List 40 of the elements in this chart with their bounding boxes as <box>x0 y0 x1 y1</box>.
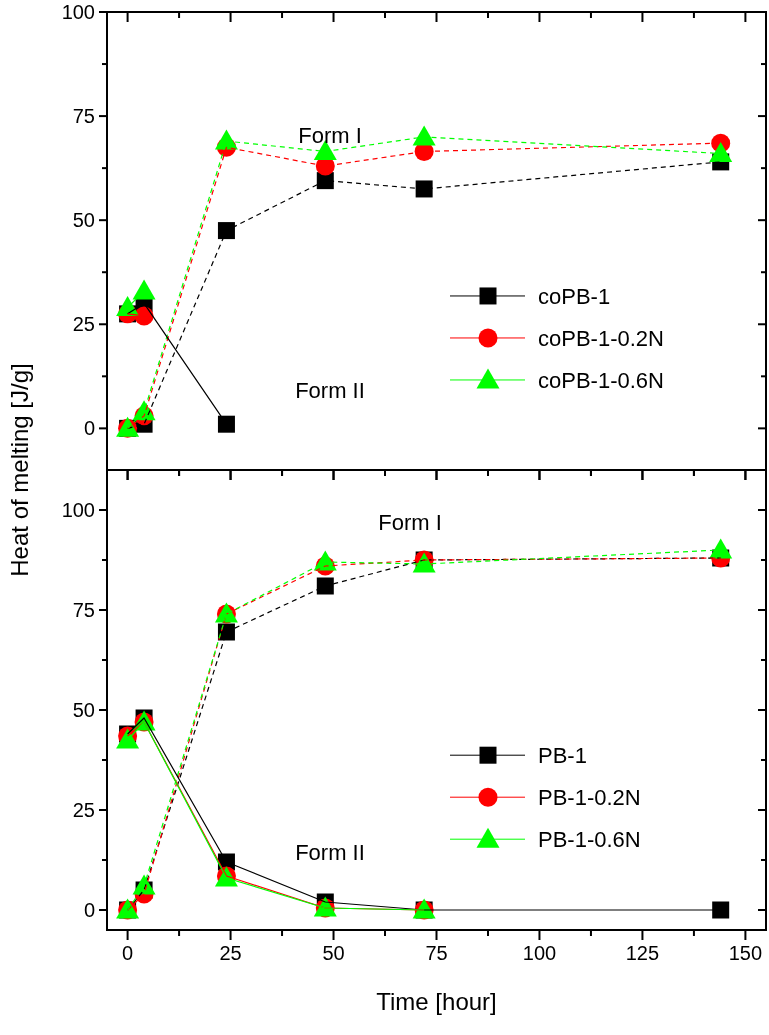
x-tick-label: 150 <box>728 942 763 964</box>
x-axis-title: Time [hour] <box>376 988 497 1015</box>
x-tick-label: 0 <box>122 942 134 964</box>
x-tick-label: 25 <box>219 942 242 964</box>
annotation: Form I <box>378 509 442 535</box>
annotation: Form II <box>295 839 365 865</box>
legend-label: coPB-1 <box>538 283 611 309</box>
y-tick-label: 25 <box>72 313 95 336</box>
y-tick-label: 0 <box>83 899 95 921</box>
x-tick-label: 100 <box>522 942 557 964</box>
point <box>313 550 337 571</box>
point <box>712 901 730 919</box>
legend-label: PB-1-0.2N <box>538 784 641 810</box>
point <box>412 125 436 146</box>
y-tick-label: 25 <box>72 799 95 821</box>
y-tick-label: 100 <box>61 1 95 23</box>
point <box>709 538 733 559</box>
y-tick-label: 50 <box>72 209 95 232</box>
y-tick-label: 0 <box>83 417 95 440</box>
point <box>217 415 235 433</box>
point <box>132 874 156 895</box>
x-tick-label: 75 <box>425 942 448 964</box>
annotation: Form II <box>295 377 365 403</box>
legend-label: coPB-1-0.6N <box>538 367 664 393</box>
x-tick-label: 50 <box>322 942 345 964</box>
point <box>217 222 235 240</box>
y-axis-title: Heat of melting [J/g] <box>6 363 33 577</box>
point <box>214 129 238 150</box>
annotation: Form I <box>298 122 362 148</box>
legend-label: PB-1 <box>538 742 587 768</box>
y-tick-label: 75 <box>72 599 95 621</box>
y-tick-label: 100 <box>61 499 95 521</box>
y-tick-label: 50 <box>72 699 95 721</box>
x-tick-label: 125 <box>625 942 660 964</box>
point <box>709 142 733 163</box>
y-tick-label: 75 <box>72 105 95 128</box>
point <box>415 180 433 198</box>
legend-label: coPB-1-0.2N <box>538 325 664 351</box>
point <box>316 577 334 595</box>
legend-label: PB-1-0.6N <box>538 826 641 852</box>
